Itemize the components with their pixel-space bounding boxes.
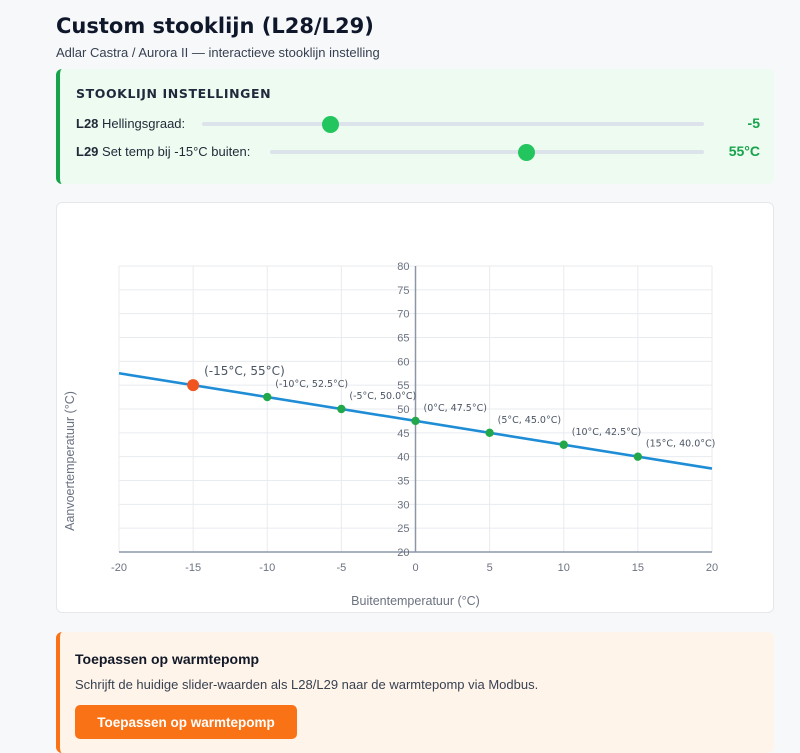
highlight-point-label: (-15°C, 55°C) xyxy=(204,364,285,378)
data-point-label: (5°C, 45.0°C) xyxy=(498,415,561,426)
l29-slider-row: L29 Set temp bij -15°C buiten: 55°C xyxy=(76,142,760,162)
data-point-label: (10°C, 42.5°C) xyxy=(572,427,641,438)
y-tick-label: 55 xyxy=(397,380,409,392)
data-point xyxy=(337,404,346,414)
x-tick-label: -5 xyxy=(336,562,346,574)
data-point xyxy=(559,440,568,449)
l29-label: L29 Set temp bij -15°C buiten: xyxy=(76,144,250,159)
l28-value: -5 xyxy=(747,115,760,131)
data-point xyxy=(485,428,494,438)
x-tick-label: 5 xyxy=(487,562,493,574)
data-point-label: (-10°C, 52.5°C) xyxy=(275,379,348,390)
y-tick-label: 70 xyxy=(397,309,409,321)
data-point xyxy=(263,392,272,402)
y-tick-label: 50 xyxy=(397,404,409,416)
data-point-label: (-5°C, 50.0°C) xyxy=(349,391,416,402)
chart-svg: -20 -15 -10 -5 0 5 10 15 20 20 25 30 35 40 45 50 55 60 65 7… xyxy=(63,261,718,608)
data-point-label: (0°C, 47.5°C) xyxy=(424,403,487,414)
settings-card: STOOKLIJN INSTELLINGEN L28 Hellingsgraad… xyxy=(56,69,774,184)
y-tick-label: 20 xyxy=(397,547,409,559)
heating-curve-chart: -20 -15 -10 -5 0 5 10 15 20 20 25 30 35 40 45 50 55 60 65 7… xyxy=(56,202,774,613)
y-tick-label: 30 xyxy=(397,499,409,511)
y-tick-label: 45 xyxy=(397,428,409,440)
y-tick-label: 80 xyxy=(397,261,409,273)
x-tick-label: 20 xyxy=(706,562,718,574)
l29-slider-thumb[interactable] xyxy=(518,144,536,161)
data-point xyxy=(411,416,420,426)
page-title: Custom stooklijn (L28/L29) xyxy=(56,14,374,38)
l29-slider[interactable] xyxy=(270,144,704,161)
l29-value: 55°C xyxy=(728,143,760,159)
apply-card: Toepassen op warmtepomp Schrijft de huid… xyxy=(56,632,774,753)
x-tick-label: -15 xyxy=(185,562,201,574)
l29-label-text: Set temp bij -15°C buiten: xyxy=(102,144,251,159)
page-subtitle: Adlar Castra / Aurora II — interactieve … xyxy=(56,45,380,60)
y-tick-label: 35 xyxy=(397,476,409,488)
l28-slider-thumb[interactable] xyxy=(322,116,339,133)
y-tick-label: 60 xyxy=(397,356,409,368)
x-tick-label: 15 xyxy=(632,562,644,574)
x-tick-label: 0 xyxy=(412,562,418,574)
x-tick-label: 10 xyxy=(558,562,570,574)
apply-description: Schrijft de huidige slider-waarden als L… xyxy=(75,677,539,692)
x-tick-label: -10 xyxy=(259,562,275,574)
data-point-label: (15°C, 40.0°C) xyxy=(646,439,715,450)
y-tick-label: 40 xyxy=(397,452,409,464)
y-tick-label: 75 xyxy=(397,285,409,297)
l28-label: L28 Hellingsgraad: xyxy=(76,116,185,131)
highlight-point xyxy=(187,379,200,392)
x-tick-label: -20 xyxy=(111,562,127,574)
l28-slider-row: L28 Hellingsgraad: -5 xyxy=(76,114,760,134)
x-axis-title: Buitentemperatuur (°C) xyxy=(351,594,480,608)
apply-button[interactable]: Toepassen op warmtepomp xyxy=(75,705,297,739)
l28-slider[interactable] xyxy=(202,116,704,133)
l29-code: L29 xyxy=(76,144,99,159)
data-point xyxy=(633,452,643,461)
apply-title: Toepassen op warmtepomp xyxy=(75,651,260,667)
settings-heading: STOOKLIJN INSTELLINGEN xyxy=(76,86,272,101)
y-axis-title: Aanvoertemperatuur (°C) xyxy=(63,391,77,531)
l28-label-text: Hellingsgraad: xyxy=(102,116,186,131)
y-tick-label: 65 xyxy=(397,333,409,345)
y-tick-label: 25 xyxy=(397,523,409,535)
l28-code: L28 xyxy=(76,116,99,131)
